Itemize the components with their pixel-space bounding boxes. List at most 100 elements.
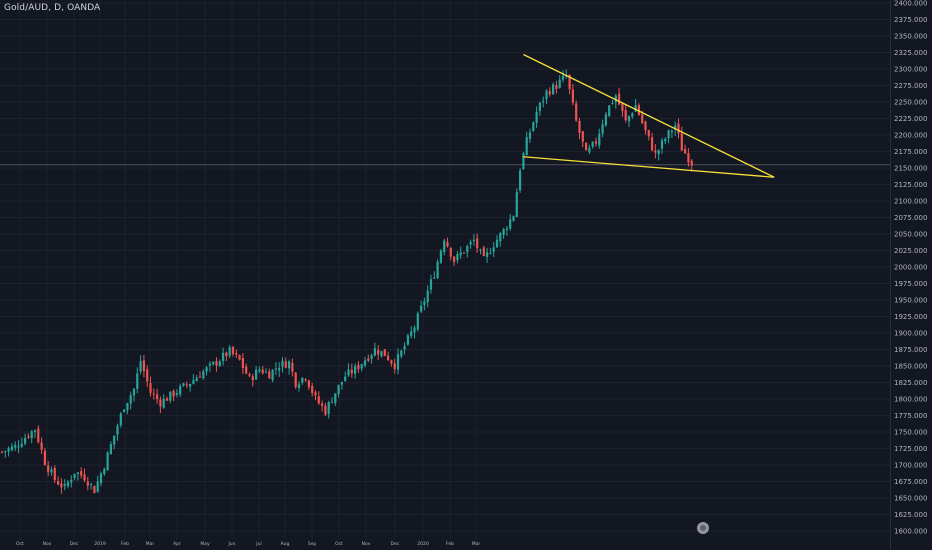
candle[interactable]	[231, 346, 235, 357]
candle[interactable]	[76, 471, 79, 481]
candle[interactable]	[17, 440, 20, 454]
candle[interactable]	[664, 137, 667, 145]
candle[interactable]	[7, 446, 10, 457]
candle[interactable]	[63, 479, 66, 491]
candle[interactable]	[149, 376, 152, 397]
candle[interactable]	[43, 447, 46, 466]
candle[interactable]	[492, 242, 495, 258]
candle[interactable]	[627, 115, 631, 128]
candle[interactable]	[119, 411, 122, 428]
candle[interactable]	[27, 433, 30, 440]
candle[interactable]	[581, 130, 584, 148]
candle[interactable]	[512, 215, 515, 222]
candle[interactable]	[337, 384, 340, 398]
trendline-lower[interactable]	[523, 156, 775, 178]
candle[interactable]	[109, 441, 112, 455]
candle[interactable]	[73, 473, 76, 481]
candle[interactable]	[360, 363, 363, 372]
candle[interactable]	[413, 325, 416, 339]
candle[interactable]	[594, 137, 598, 147]
candle[interactable]	[453, 256, 456, 266]
candle[interactable]	[284, 357, 287, 369]
candle[interactable]	[93, 485, 96, 494]
candle[interactable]	[264, 368, 268, 374]
candle[interactable]	[37, 425, 40, 444]
candle[interactable]	[390, 359, 393, 367]
candle[interactable]	[561, 70, 565, 83]
candle[interactable]	[274, 362, 277, 375]
candle[interactable]	[301, 377, 304, 385]
candle[interactable]	[327, 400, 330, 419]
candle[interactable]	[423, 297, 426, 311]
candle[interactable]	[261, 365, 264, 375]
candle[interactable]	[20, 437, 23, 448]
candle[interactable]	[258, 366, 261, 374]
candle[interactable]	[60, 477, 63, 494]
candle[interactable]	[618, 87, 621, 106]
candle[interactable]	[192, 374, 195, 385]
candle[interactable]	[113, 435, 116, 450]
candle[interactable]	[350, 363, 353, 378]
candle[interactable]	[608, 105, 611, 118]
candle[interactable]	[585, 142, 588, 151]
candle[interactable]	[271, 369, 274, 383]
candle[interactable]	[268, 368, 271, 379]
candle[interactable]	[185, 381, 188, 389]
candle[interactable]	[241, 353, 244, 375]
candle[interactable]	[57, 476, 60, 486]
candle[interactable]	[347, 363, 350, 377]
candle[interactable]	[545, 89, 548, 105]
candle[interactable]	[215, 357, 218, 372]
candle[interactable]	[225, 351, 228, 361]
candle[interactable]	[324, 403, 327, 416]
candle[interactable]	[0, 450, 4, 454]
candle[interactable]	[522, 151, 525, 170]
candle[interactable]	[509, 214, 512, 231]
candle[interactable]	[532, 121, 535, 133]
candle[interactable]	[129, 391, 132, 410]
candle[interactable]	[198, 371, 202, 378]
candle[interactable]	[294, 371, 297, 390]
candle[interactable]	[222, 347, 225, 366]
candle[interactable]	[446, 237, 449, 248]
candle[interactable]	[367, 354, 370, 363]
candle[interactable]	[189, 383, 192, 392]
candle[interactable]	[14, 441, 17, 451]
candle[interactable]	[476, 233, 479, 253]
candle[interactable]	[400, 349, 403, 359]
candle[interactable]	[687, 148, 690, 167]
candle[interactable]	[459, 246, 462, 259]
candle[interactable]	[304, 378, 307, 382]
candle[interactable]	[179, 383, 182, 398]
candle[interactable]	[680, 126, 683, 151]
candle[interactable]	[142, 355, 145, 378]
candle[interactable]	[621, 103, 624, 117]
candle[interactable]	[159, 396, 162, 413]
candle[interactable]	[228, 345, 231, 358]
candle[interactable]	[90, 482, 93, 490]
candle[interactable]	[631, 112, 634, 119]
candle[interactable]	[373, 342, 376, 357]
candle[interactable]	[307, 379, 310, 390]
candle[interactable]	[486, 247, 489, 263]
candle[interactable]	[47, 460, 50, 477]
candle[interactable]	[555, 80, 558, 94]
candle[interactable]	[466, 244, 469, 258]
candle[interactable]	[426, 285, 429, 308]
time-scale[interactable]: Oct Nov Dec 2019 Feb Mar Apr May Jun Jul Aug Sep Oct…	[16, 541, 480, 547]
candle[interactable]	[66, 479, 70, 489]
candle[interactable]	[10, 443, 13, 452]
price-scale[interactable]: 2400.000 2375.000 2350.000 2325.000 2300.000…	[894, 0, 927, 536]
candle[interactable]	[212, 361, 215, 366]
candle[interactable]	[235, 349, 238, 359]
candle[interactable]	[456, 251, 459, 264]
candle[interactable]	[591, 141, 594, 149]
candle[interactable]	[377, 345, 380, 361]
candle[interactable]	[340, 381, 343, 390]
candle[interactable]	[291, 358, 294, 377]
candle[interactable]	[245, 363, 248, 375]
candle[interactable]	[472, 233, 475, 246]
candle[interactable]	[538, 101, 541, 116]
